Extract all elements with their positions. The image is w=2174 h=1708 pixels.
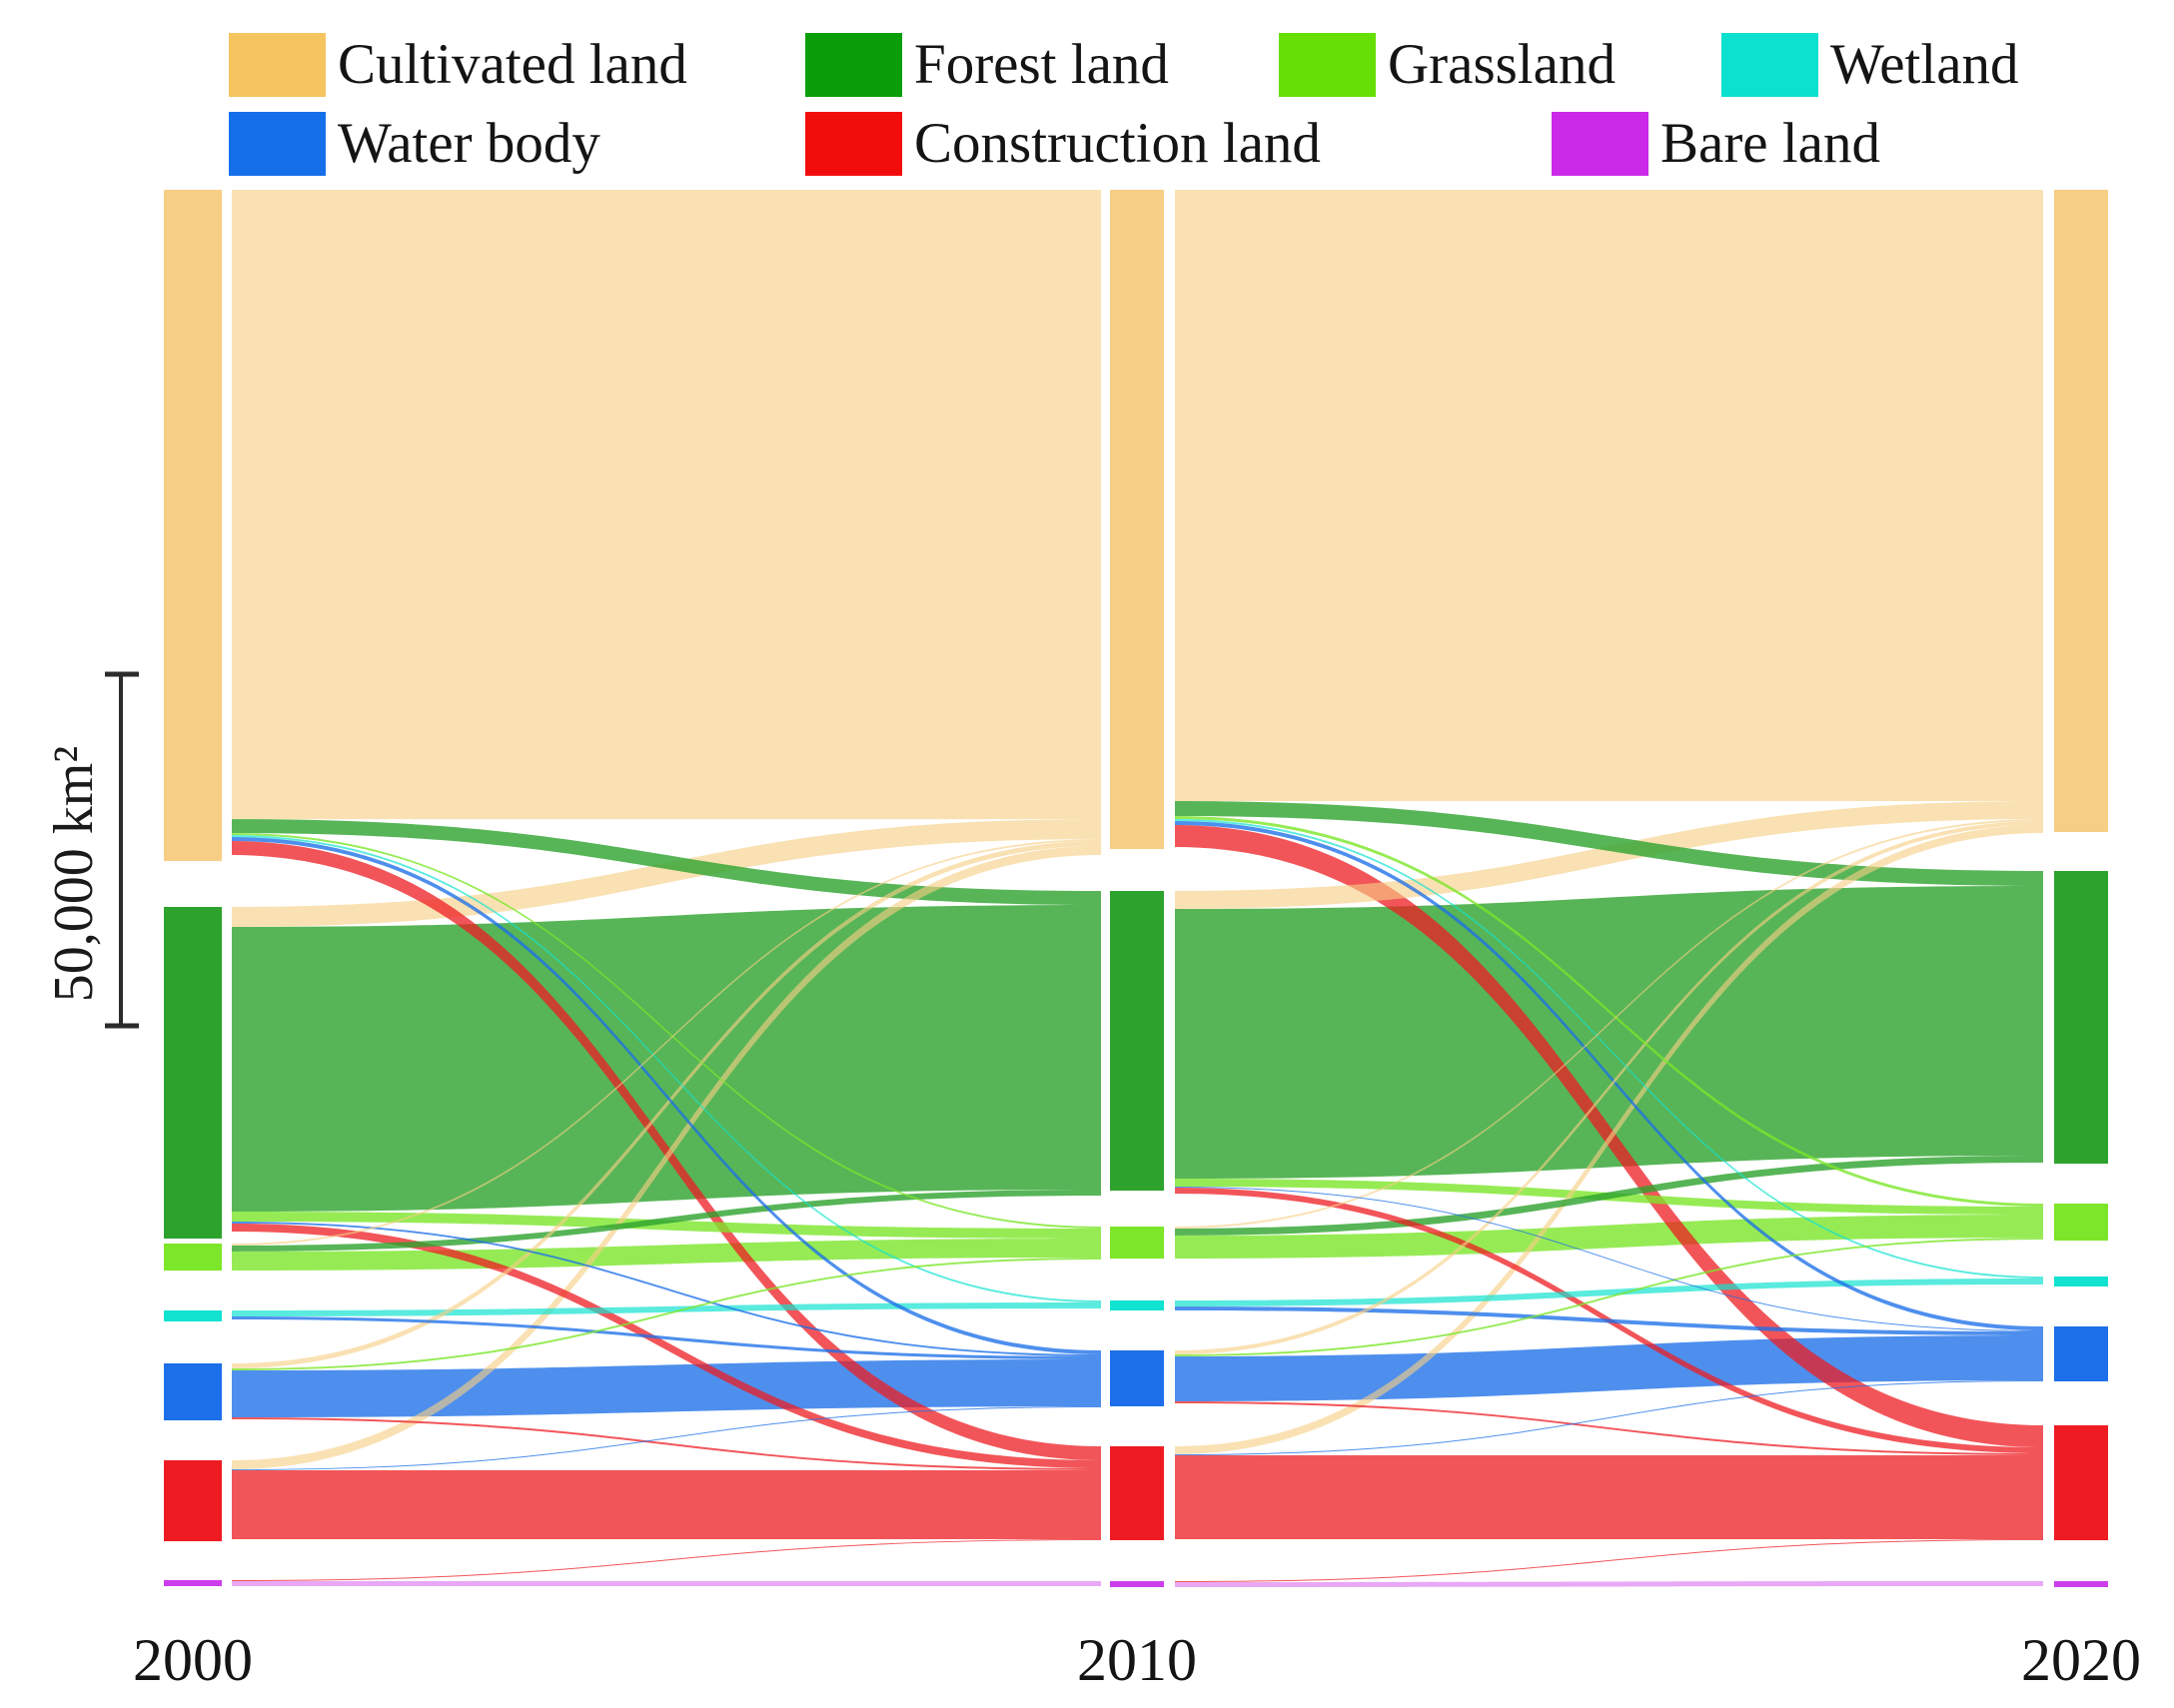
flow-forest-land-to-cultivated-land bbox=[232, 819, 1101, 927]
flow-grassland-to-grassland bbox=[1175, 1215, 2043, 1259]
flow-water-body-to-construction-land bbox=[1175, 1400, 2043, 1455]
node-2010-cultivated-land bbox=[1110, 190, 1164, 849]
legend-swatch-construction-land-icon bbox=[805, 112, 902, 176]
flow-grassland-to-forest-land bbox=[1175, 1155, 2043, 1236]
node-2000-wetland bbox=[164, 1310, 222, 1321]
flow-cultivated-land-to-grassland bbox=[232, 833, 1101, 1229]
flow-cultivated-land-to-water-body bbox=[232, 837, 1101, 1355]
node-2020-cultivated-land bbox=[2054, 190, 2108, 833]
flow-forest-land-to-forest-land bbox=[1175, 885, 2043, 1180]
legend-swatch-wetland-icon bbox=[1721, 33, 1818, 97]
node-2010-bare-land bbox=[1110, 1581, 1164, 1587]
flow-grassland-to-grassland bbox=[232, 1238, 1101, 1271]
legend-label-cultivated-land: Cultivated land bbox=[338, 33, 687, 96]
node-2010-grassland bbox=[1110, 1227, 1164, 1260]
legend-label-water-body: Water body bbox=[338, 112, 600, 175]
flow-cultivated-land-to-wetland bbox=[232, 835, 1101, 1302]
legend-label-construction-land: Construction land bbox=[914, 112, 1321, 175]
flow-construction-land-to-water-body bbox=[1175, 1379, 2043, 1456]
legend-label-bare-land: Bare land bbox=[1660, 112, 1880, 175]
node-2010-water-body bbox=[1110, 1350, 1164, 1406]
node-2020-grassland bbox=[2054, 1204, 2108, 1242]
x-axis-label-2000: 2000 bbox=[133, 1627, 253, 1693]
node-2020-bare-land bbox=[2054, 1581, 2108, 1587]
legend-swatch-water-body-icon bbox=[229, 112, 326, 176]
flow-wetland-to-wetland bbox=[1175, 1278, 2043, 1306]
flow-forest-land-to-forest-land bbox=[232, 905, 1101, 1212]
legend-label-wetland: Wetland bbox=[1830, 33, 2019, 96]
flow-wetland-to-water-body bbox=[232, 1315, 1101, 1360]
legend-item-wetland: Wetland bbox=[1721, 33, 2019, 97]
node-2020-forest-land bbox=[2054, 871, 2108, 1165]
flow-water-body-to-construction-land bbox=[232, 1416, 1101, 1471]
legend-swatch-forest-land-icon bbox=[805, 33, 902, 97]
flow-forest-land-to-water-body bbox=[1175, 1187, 2043, 1331]
node-2020-construction-land bbox=[2054, 1425, 2108, 1541]
legend-label-grassland: Grassland bbox=[1388, 33, 1616, 96]
flow-construction-land-to-construction-land bbox=[232, 1469, 1101, 1539]
legend-item-cultivated-land: Cultivated land bbox=[229, 33, 687, 97]
flow-cultivated-land-to-grassland bbox=[1175, 815, 2043, 1208]
flow-cultivated-land-to-cultivated-land bbox=[232, 190, 1101, 820]
node-2000-bare-land bbox=[164, 1580, 222, 1586]
flow-construction-land-to-cultivated-land bbox=[232, 846, 1101, 1470]
flow-cultivated-land-to-construction-land bbox=[232, 841, 1101, 1461]
flow-cultivated-land-to-forest-land bbox=[1175, 800, 2043, 886]
flow-water-body-to-water-body bbox=[1175, 1335, 2043, 1401]
flow-cultivated-land-to-wetland bbox=[1175, 819, 2043, 1279]
node-2020-water-body bbox=[2054, 1326, 2108, 1381]
flow-bare-land-to-bare-land bbox=[232, 1580, 1101, 1586]
flow-cultivated-land-to-cultivated-land bbox=[1175, 190, 2043, 801]
legend-item-construction-land: Construction land bbox=[805, 112, 1321, 176]
node-2010-construction-land bbox=[1110, 1446, 1164, 1540]
flow-bare-land-to-construction-land bbox=[232, 1538, 1101, 1581]
flow-grassland-to-cultivated-land bbox=[232, 839, 1101, 1246]
legend-item-grassland: Grassland bbox=[1279, 33, 1616, 97]
flow-construction-land-to-construction-land bbox=[1175, 1454, 2043, 1539]
legend-item-water-body: Water body bbox=[229, 112, 600, 176]
node-2000-forest-land bbox=[164, 907, 222, 1240]
flow-construction-land-to-cultivated-land bbox=[1175, 824, 2043, 1455]
scale-bar-label: 50,000 km² bbox=[43, 745, 105, 1003]
legend-label-forest-land: Forest land bbox=[914, 33, 1169, 96]
flow-water-body-to-grassland bbox=[232, 1257, 1101, 1370]
legend-swatch-bare-land-icon bbox=[1552, 112, 1648, 176]
flow-forest-land-to-grassland bbox=[232, 1211, 1101, 1239]
flow-water-body-to-cultivated-land bbox=[1175, 820, 2043, 1355]
node-2000-cultivated-land bbox=[164, 190, 222, 862]
flow-water-body-to-cultivated-land bbox=[232, 841, 1101, 1368]
flow-construction-land-to-water-body bbox=[232, 1406, 1101, 1470]
legend-item-forest-land: Forest land bbox=[805, 33, 1169, 97]
x-axis-label-2010: 2010 bbox=[1077, 1627, 1197, 1693]
flow-bare-land-to-bare-land bbox=[1175, 1581, 2043, 1587]
node-2000-grassland bbox=[164, 1244, 222, 1272]
flow-forest-land-to-cultivated-land bbox=[1175, 800, 2043, 910]
x-axis-label-2020: 2020 bbox=[2021, 1627, 2141, 1693]
nodes-layer bbox=[164, 190, 2108, 1587]
node-2010-wetland bbox=[1110, 1300, 1164, 1310]
flow-grassland-to-cultivated-land bbox=[1175, 819, 2043, 1229]
flow-grassland-to-forest-land bbox=[232, 1189, 1101, 1252]
flow-bare-land-to-construction-land bbox=[1175, 1538, 2043, 1582]
flows-layer bbox=[232, 190, 2043, 1587]
flow-forest-land-to-water-body bbox=[232, 1221, 1101, 1356]
scale-bar bbox=[105, 671, 139, 1029]
flow-water-body-to-grassland bbox=[1175, 1238, 2043, 1356]
legend-item-bare-land: Bare land bbox=[1552, 112, 1880, 176]
flow-wetland-to-water-body bbox=[1175, 1305, 2043, 1336]
legend-swatch-cultivated-land-icon bbox=[229, 33, 326, 97]
flow-forest-land-to-construction-land bbox=[232, 1223, 1101, 1469]
node-2000-water-body bbox=[164, 1363, 222, 1421]
legend-swatch-grassland-icon bbox=[1279, 33, 1376, 97]
flow-cultivated-land-to-water-body bbox=[1175, 820, 2043, 1331]
node-2000-construction-land bbox=[164, 1460, 222, 1542]
node-2010-forest-land bbox=[1110, 891, 1164, 1192]
node-2020-wetland bbox=[2054, 1277, 2108, 1286]
